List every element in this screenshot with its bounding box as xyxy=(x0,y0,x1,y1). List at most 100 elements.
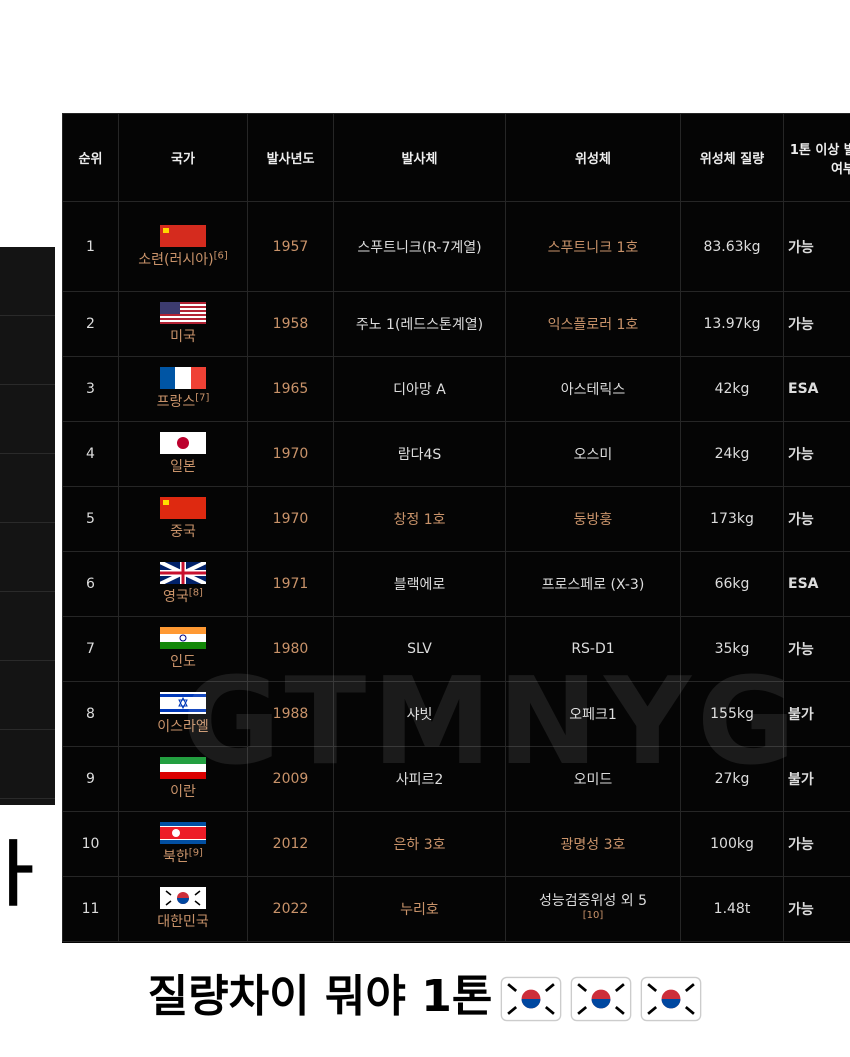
rank-cell: 10 xyxy=(62,811,119,877)
year-cell: 1980 xyxy=(247,616,334,682)
rank-cell: 9 xyxy=(62,746,119,812)
possible-cell: 가능 xyxy=(783,616,850,682)
rank-cell: 3 xyxy=(62,356,119,422)
satellite-name: 성능검증위성 외 5 xyxy=(539,893,647,910)
launcher-cell: 누리호 xyxy=(333,876,506,942)
mass-cell: 100kg xyxy=(680,811,784,877)
mass-cell: 1.48t xyxy=(680,876,784,942)
mass-cell: 13.97kg xyxy=(680,291,784,357)
country-name: 소련(러시아) xyxy=(138,251,214,268)
possible-cell: 불가 xyxy=(783,746,850,812)
satellite-cell: 스푸트니크 1호 xyxy=(505,201,681,292)
flag-icon xyxy=(160,432,206,454)
possible-cell: 가능 xyxy=(783,811,850,877)
header-cell: 위성체 xyxy=(505,113,681,202)
satellite-cell: 익스플로러 1호 xyxy=(505,291,681,357)
flag-emoji xyxy=(570,976,632,1022)
header-cell: 위성체 질량 xyxy=(680,113,784,202)
footnote: [10] xyxy=(582,910,604,922)
country-name: 중국 xyxy=(170,524,196,540)
year-cell: 1970 xyxy=(247,421,334,487)
country-cell: 중국 xyxy=(118,486,248,552)
flag-icon xyxy=(160,822,206,844)
header-cell: 발사년도 xyxy=(247,113,334,202)
satellite-name: 프로스페로 (X-3) xyxy=(541,577,645,593)
year-cell: 2009 xyxy=(247,746,334,812)
header-cell: 발사체 xyxy=(333,113,506,202)
year-cell: 1958 xyxy=(247,291,334,357)
mass-cell: 27kg xyxy=(680,746,784,812)
launcher-cell: 블랙에로 xyxy=(333,551,506,617)
mass-cell: 35kg xyxy=(680,616,784,682)
country-cell: 북한[9] xyxy=(118,811,248,877)
table-row: 7 인도 1980 SLV RS-D1 35kg 가능 xyxy=(62,616,850,682)
satellite-name: 오스미 xyxy=(573,447,613,463)
satellite-name: 둥방훙 xyxy=(573,512,613,528)
launcher-cell: 주노 1(레드스톤계열) xyxy=(333,291,506,357)
country-cell: 이란 xyxy=(118,746,248,812)
satellite-name: 스푸트니크 1호 xyxy=(547,239,639,256)
table-row: 8 이스라엘 1988 샤빗 오페크1 155kg 불가 xyxy=(62,681,850,747)
rank-cell: 5 xyxy=(62,486,119,552)
left-fragment: ㅏ xyxy=(0,832,49,916)
country-cell: 대한민국 xyxy=(118,876,248,942)
satellite-name: 아스테릭스 xyxy=(560,382,626,398)
mass-cell: 24kg xyxy=(680,421,784,487)
satellite-name: 오미드 xyxy=(573,772,613,788)
table-row: 9 이란 2009 사피르2 오미드 27kg 불가 xyxy=(62,746,850,812)
possible-cell: 가능 xyxy=(783,486,850,552)
country-name: 영국 xyxy=(163,589,189,605)
flag-emoji xyxy=(500,976,562,1022)
launcher-cell: 스푸트니크(R-7계열) xyxy=(333,201,506,292)
satellite-name: 오페크1 xyxy=(569,707,617,723)
satellite-cell: 프로스페로 (X-3) xyxy=(505,551,681,617)
satellite-cell: 오미드 xyxy=(505,746,681,812)
country-name: 이란 xyxy=(170,784,196,800)
flag-icon xyxy=(160,367,206,389)
mass-cell: 173kg xyxy=(680,486,784,552)
flag-icon xyxy=(160,497,206,519)
rank-cell: 8 xyxy=(62,681,119,747)
satellite-cell: 아스테릭스 xyxy=(505,356,681,422)
flag-icon xyxy=(160,224,206,247)
table-row: 6 영국[8] 1971 블랙에로 프로스페로 (X-3) 66kg ESA xyxy=(62,551,850,617)
possible-cell: 불가 xyxy=(783,681,850,747)
country-name: 프랑스 xyxy=(156,394,196,410)
table-row: 4 일본 1970 람다4S 오스미 24kg 가능 xyxy=(62,421,850,487)
country-cell: 영국[8] xyxy=(118,551,248,617)
satellite-cell: 둥방훙 xyxy=(505,486,681,552)
country-cell: 인도 xyxy=(118,616,248,682)
possible-cell: ESA xyxy=(783,551,850,617)
footnote: [7] xyxy=(195,392,210,404)
flag-emoji xyxy=(640,976,702,1022)
satellite-name: 광명성 3호 xyxy=(560,837,626,853)
flag-icon xyxy=(160,757,206,779)
launcher-cell: 디아망 A xyxy=(333,356,506,422)
country-name: 북한 xyxy=(163,849,189,865)
mass-cell: 42kg xyxy=(680,356,784,422)
country-name: 인도 xyxy=(170,654,196,670)
country-name: 대한민국 xyxy=(157,914,209,930)
flag-icon xyxy=(160,887,206,909)
launcher-cell: 은하 3호 xyxy=(333,811,506,877)
table-row: 5 중국 1970 창정 1호 둥방훙 173kg 가능 xyxy=(62,486,850,552)
rank-cell: 11 xyxy=(62,876,119,942)
caption: 질량차이 뭐야 1톤 xyxy=(0,960,850,1024)
header-cell: 국가 xyxy=(118,113,248,202)
country-name: 일본 xyxy=(170,459,196,475)
launcher-cell: 람다4S xyxy=(333,421,506,487)
flag-icon xyxy=(160,302,206,324)
launcher-cell: 샤빗 xyxy=(333,681,506,747)
footnote: [6] xyxy=(213,249,228,261)
country-cell: 소련(러시아)[6] xyxy=(118,201,248,292)
header-cell: 1톤 이상 발사 가능 여부 xyxy=(783,113,850,202)
footnote: [9] xyxy=(188,847,203,859)
rank-cell: 6 xyxy=(62,551,119,617)
satellite-name: 익스플로러 1호 xyxy=(547,317,639,333)
header-cell: 순위 xyxy=(62,113,119,202)
possible-cell: ESA xyxy=(783,356,850,422)
year-cell: 2012 xyxy=(247,811,334,877)
launcher-cell: 사피르2 xyxy=(333,746,506,812)
